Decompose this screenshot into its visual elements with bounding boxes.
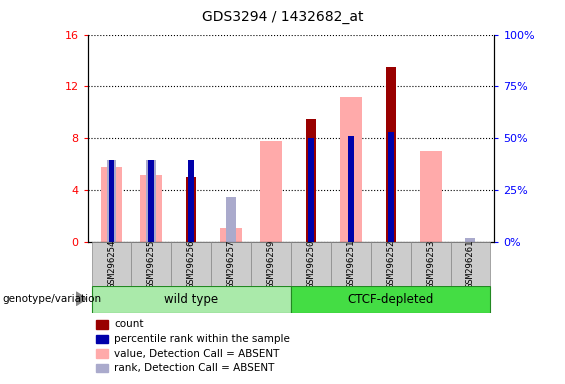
Bar <box>466 238 475 242</box>
Text: GSM296261: GSM296261 <box>466 240 475 288</box>
Bar <box>260 141 282 242</box>
Text: count: count <box>114 319 144 329</box>
Text: genotype/variation: genotype/variation <box>3 294 102 304</box>
Text: wild type: wild type <box>164 293 218 306</box>
Bar <box>226 197 236 242</box>
Bar <box>420 151 441 242</box>
Bar <box>171 242 211 286</box>
Text: percentile rank within the sample: percentile rank within the sample <box>114 334 290 344</box>
Bar <box>251 242 291 286</box>
Bar <box>450 242 490 286</box>
Bar <box>108 160 115 242</box>
Text: CTCF-depleted: CTCF-depleted <box>347 293 434 306</box>
Polygon shape <box>76 292 86 306</box>
Bar <box>340 97 362 242</box>
Bar <box>220 228 242 242</box>
Bar <box>331 242 371 286</box>
Bar <box>211 242 251 286</box>
Bar <box>188 160 194 242</box>
Bar <box>132 242 171 286</box>
Bar <box>411 242 450 286</box>
Bar <box>291 242 331 286</box>
Text: GSM296259: GSM296259 <box>267 240 276 288</box>
Bar <box>371 242 411 286</box>
Bar <box>146 160 157 242</box>
Bar <box>92 242 132 286</box>
Text: GSM296257: GSM296257 <box>227 240 236 288</box>
Bar <box>291 286 490 313</box>
Text: GSM296255: GSM296255 <box>147 240 156 288</box>
Text: GSM296252: GSM296252 <box>386 240 395 288</box>
Bar <box>186 177 196 242</box>
Bar <box>141 175 162 242</box>
Bar <box>386 67 396 242</box>
Text: GSM296250: GSM296250 <box>306 240 315 288</box>
Bar <box>101 167 123 242</box>
Text: GSM296256: GSM296256 <box>187 240 195 288</box>
Text: GDS3294 / 1432682_at: GDS3294 / 1432682_at <box>202 10 363 23</box>
Bar <box>92 286 291 313</box>
Bar <box>107 160 116 242</box>
Bar <box>308 138 314 242</box>
Bar <box>348 136 354 242</box>
Bar <box>149 160 154 242</box>
Bar <box>306 119 316 242</box>
Text: value, Detection Call = ABSENT: value, Detection Call = ABSENT <box>114 349 280 359</box>
Text: GSM296253: GSM296253 <box>426 240 435 288</box>
Text: GSM296251: GSM296251 <box>346 240 355 288</box>
Text: rank, Detection Call = ABSENT: rank, Detection Call = ABSENT <box>114 363 275 373</box>
Bar <box>388 132 394 242</box>
Text: GSM296254: GSM296254 <box>107 240 116 288</box>
